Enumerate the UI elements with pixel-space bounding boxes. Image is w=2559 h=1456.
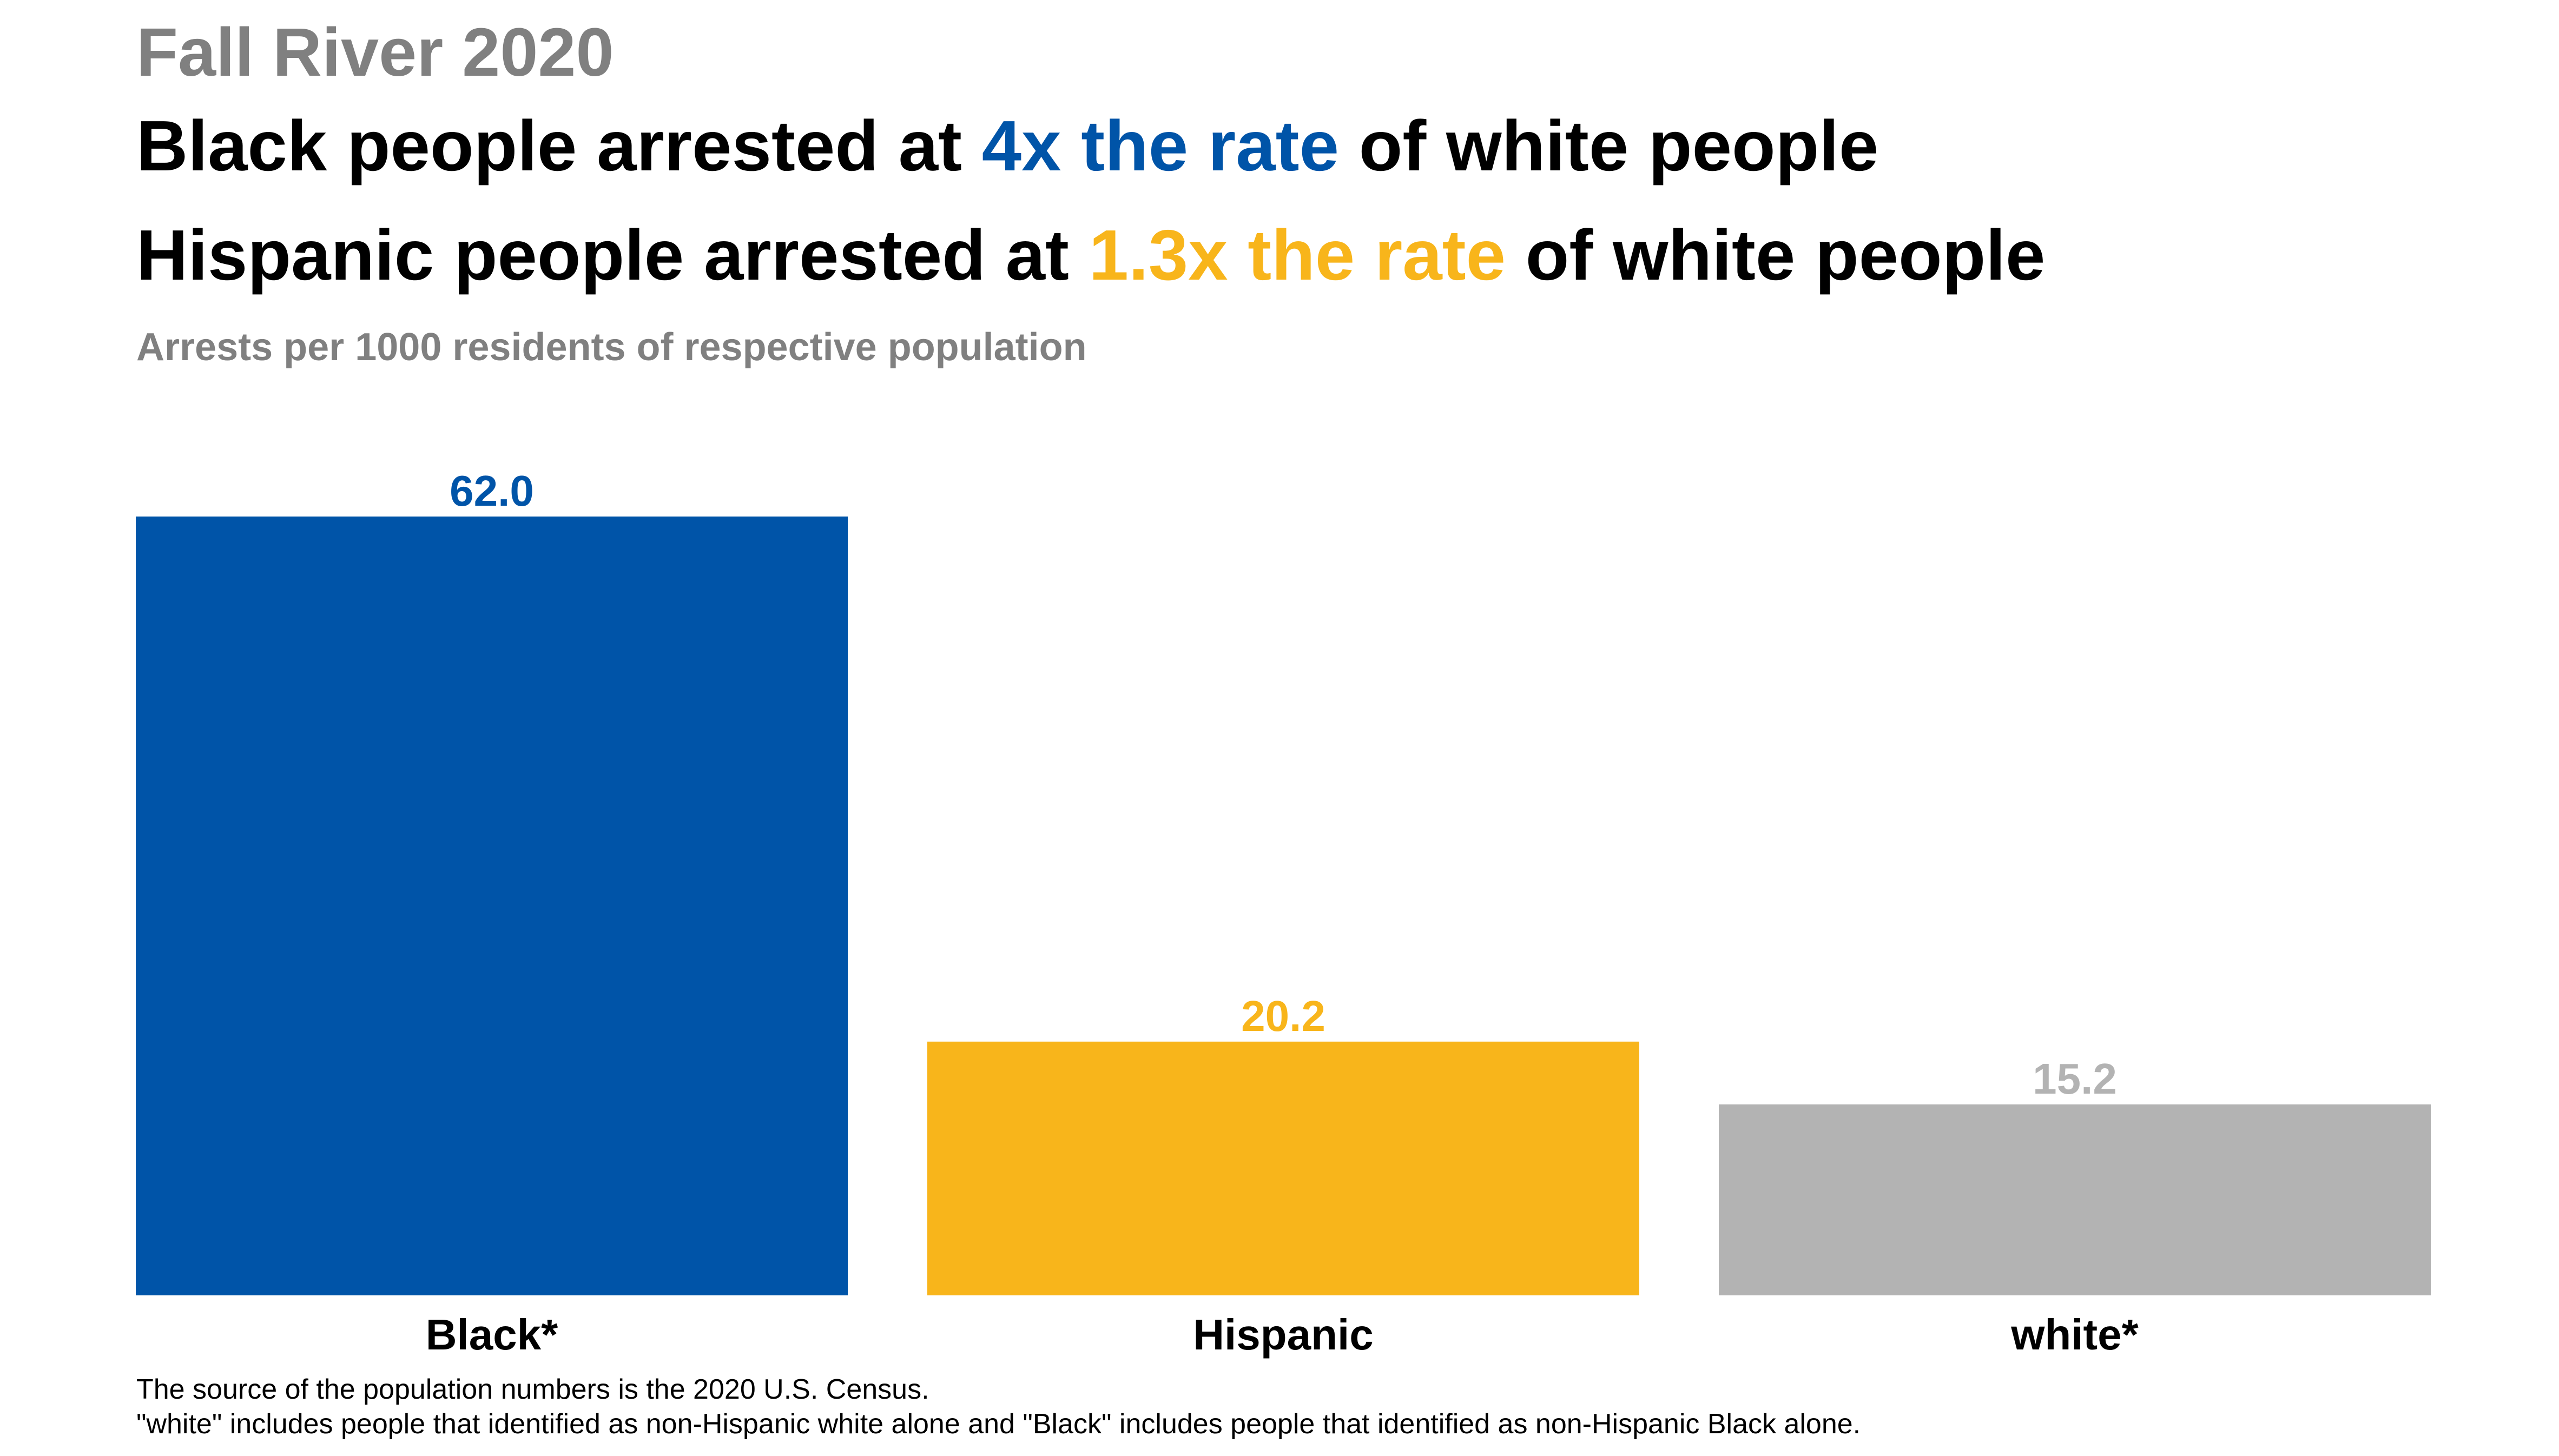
value-label-white: 15.2 [2033,1055,2117,1103]
chart-subtitle: Arrests per 1000 residents of respective… [136,326,1087,369]
category-label-hispanic: Hispanic [1193,1311,1373,1359]
value-label-hispanic: 20.2 [1241,992,1325,1040]
headline-hispanic-post: of white people [1506,215,2046,295]
headline-black-pre: Black people arrested at [136,106,982,186]
value-label-black: 62.0 [450,467,534,515]
category-label-white: white* [2010,1311,2139,1359]
bar-black [136,517,848,1295]
chart-kicker: Fall River 2020 [136,14,614,90]
source-footnote: The source of the population numbers is … [136,1374,929,1405]
headline-hispanic: Hispanic people arrested at 1.3x the rat… [136,212,2045,299]
definition-footnote: "white" includes people that identified … [136,1408,1861,1440]
headline-hispanic-highlight: 1.3x the rate [1089,215,1506,295]
headline-black: Black people arrested at 4x the rate of … [136,103,1878,189]
headline-black-post: of white people [1339,106,1879,186]
category-label-black: Black* [426,1311,558,1359]
headline-hispanic-pre: Hispanic people arrested at [136,215,1089,295]
headline-black-highlight: 4x the rate [981,106,1339,186]
bar-white [1719,1104,2431,1295]
bar-hispanic [927,1041,1639,1295]
